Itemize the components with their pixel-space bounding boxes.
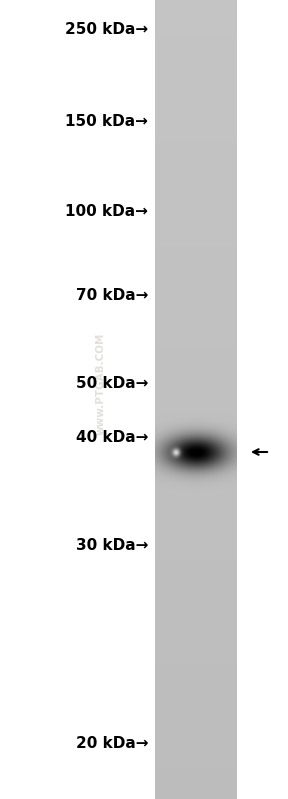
Text: 40 kDa→: 40 kDa→	[76, 431, 148, 446]
Text: 70 kDa→: 70 kDa→	[76, 288, 148, 304]
Text: 100 kDa→: 100 kDa→	[65, 205, 148, 220]
Text: 30 kDa→: 30 kDa→	[76, 539, 148, 554]
Text: 20 kDa→: 20 kDa→	[75, 737, 148, 752]
Text: www.PTGAB.COM: www.PTGAB.COM	[96, 332, 106, 435]
Text: 150 kDa→: 150 kDa→	[65, 114, 148, 129]
Text: 250 kDa→: 250 kDa→	[65, 22, 148, 38]
Text: 50 kDa→: 50 kDa→	[76, 376, 148, 391]
